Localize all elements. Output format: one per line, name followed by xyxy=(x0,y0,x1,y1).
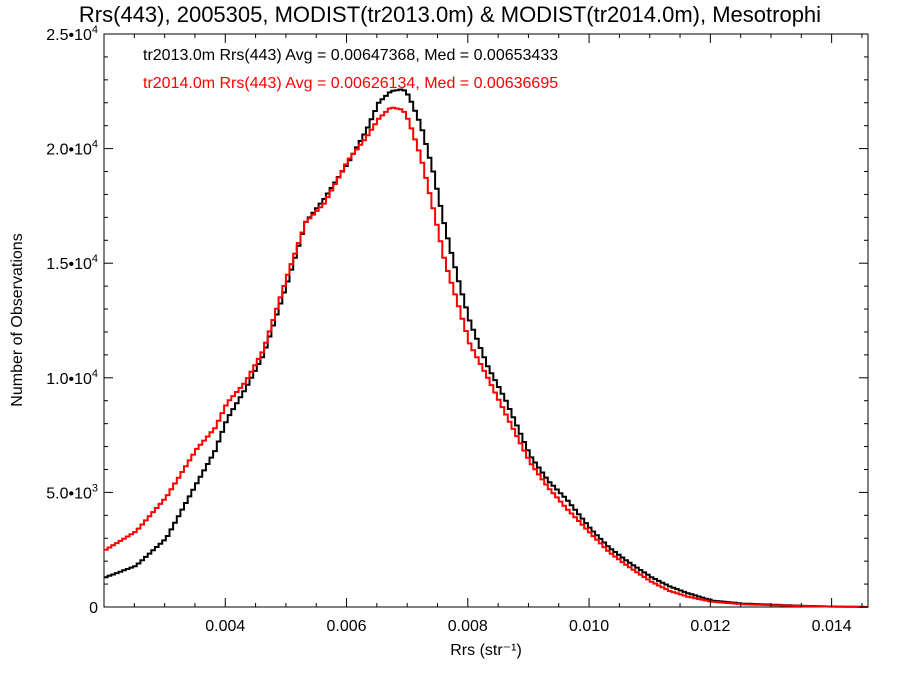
x-tick-label: 0.010 xyxy=(569,618,609,635)
y-tick-label: 1.0•104 xyxy=(46,368,98,388)
x-tick-label: 0.008 xyxy=(448,618,488,635)
y-tick-label: 2.5•104 xyxy=(46,24,98,44)
legend-entry-tr2014.0m: tr2014.0m Rrs(443) Avg = 0.00626134, Med… xyxy=(143,75,558,92)
x-tick-label: 0.006 xyxy=(327,618,367,635)
x-axis-label: Rrs (str⁻¹) xyxy=(450,642,522,659)
x-axis: 0.004 0.006 0.008 0.010 0.012 0.014 xyxy=(133,34,863,635)
series-layer xyxy=(104,88,868,608)
legend: tr2013.0m Rrs(443) Avg = 0.00647368, Med… xyxy=(143,47,558,92)
x-tick-label: 0.004 xyxy=(205,618,245,635)
y-tick-label: 1.5•104 xyxy=(46,253,98,273)
y-axis: 0 5.0•103 1.0•104 1.5•104 2.0•104 2.5•104 xyxy=(46,24,868,617)
y-axis-label: Number of Observations xyxy=(9,233,26,406)
y-tick-label: 2.0•104 xyxy=(46,139,98,159)
series-line-tr2014.0m xyxy=(104,106,868,608)
legend-entry-tr2013.0m: tr2013.0m Rrs(443) Avg = 0.00647368, Med… xyxy=(143,47,558,64)
x-tick-label: 0.012 xyxy=(690,618,730,635)
y-tick-label: 5.0•103 xyxy=(46,482,98,502)
y-tick-label: 0 xyxy=(89,600,98,617)
plot-border xyxy=(103,33,869,608)
chart-title: Rrs(443), 2005305, MODIST(tr2013.0m) & M… xyxy=(79,2,821,27)
x-tick-label: 0.014 xyxy=(812,618,852,635)
plot-frame xyxy=(103,33,869,608)
series-line-tr2013.0m xyxy=(104,88,868,608)
